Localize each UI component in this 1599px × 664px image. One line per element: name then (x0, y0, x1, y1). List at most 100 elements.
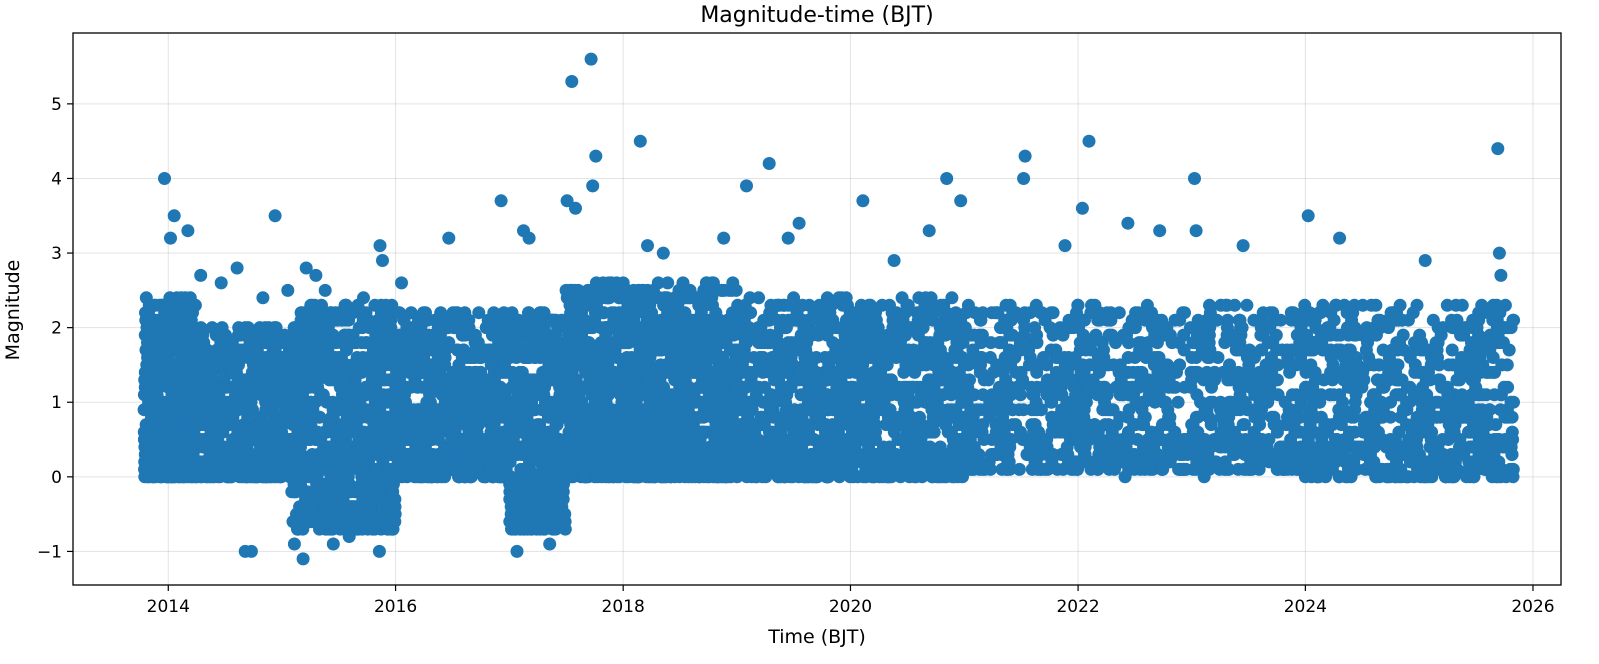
data-point (441, 321, 455, 335)
data-point (623, 373, 636, 387)
data-point (702, 291, 716, 305)
data-point (693, 410, 707, 424)
data-point (666, 455, 680, 469)
data-point (603, 403, 617, 417)
data-point (709, 306, 723, 320)
data-point (220, 448, 234, 461)
data-point (197, 440, 211, 454)
data-point (714, 440, 728, 454)
data-point (257, 448, 271, 461)
data-point (248, 343, 262, 357)
data-point (318, 358, 332, 372)
data-point (486, 470, 500, 484)
data-point (246, 388, 260, 402)
data-point (378, 343, 392, 357)
data-point (205, 321, 219, 335)
data-point (148, 425, 162, 439)
data-point (509, 492, 523, 506)
data-point (243, 470, 257, 484)
data-point (520, 336, 534, 350)
data-point (675, 410, 689, 424)
data-point (686, 358, 700, 372)
data-point (573, 455, 587, 469)
data-point (538, 403, 552, 417)
data-point (315, 448, 328, 461)
data-point (569, 373, 583, 387)
data-point (541, 365, 555, 379)
data-point (286, 418, 300, 432)
data-point (338, 306, 352, 320)
data-point (632, 418, 646, 432)
data-point (516, 515, 530, 529)
data-point (261, 351, 274, 364)
data-point (205, 418, 219, 432)
data-point (695, 425, 709, 439)
data-point (663, 395, 677, 409)
data-point (210, 440, 224, 454)
data-point (151, 395, 165, 409)
data-point (463, 351, 477, 364)
data-point (752, 291, 766, 305)
data-point (379, 298, 393, 312)
data-point (691, 448, 705, 461)
data-point (342, 403, 356, 417)
data-point (682, 291, 696, 305)
data-point (688, 321, 702, 335)
data-point (602, 276, 616, 290)
data-point (488, 388, 502, 402)
data-point (255, 365, 269, 379)
data-point (172, 470, 186, 484)
data-point (530, 418, 544, 432)
data-point (345, 336, 359, 350)
data-point (518, 448, 532, 461)
data-point (588, 403, 602, 417)
data-point (227, 351, 241, 364)
data-point (196, 455, 210, 469)
data-point (447, 365, 461, 379)
data-point (555, 500, 569, 514)
data-point (726, 276, 740, 290)
data-point (356, 462, 369, 476)
data-point (697, 470, 711, 484)
data-point (294, 306, 308, 320)
data-point (711, 328, 725, 342)
data-point (479, 321, 493, 335)
data-point (404, 380, 418, 394)
data-point (350, 358, 364, 372)
data-point (243, 455, 257, 469)
data-point (534, 306, 548, 320)
data-point (233, 328, 247, 342)
data-point (413, 470, 427, 484)
data-point (213, 462, 227, 476)
data-point (407, 455, 421, 469)
data-point (620, 351, 634, 364)
data-point (379, 358, 393, 372)
data-point (676, 336, 690, 350)
data-point (589, 276, 603, 290)
data-point (268, 455, 282, 469)
data-point (705, 410, 719, 424)
data-point (654, 313, 668, 327)
data-point (563, 433, 577, 446)
data-point (362, 313, 375, 327)
data-point (427, 373, 441, 387)
data-point (401, 418, 415, 432)
data-point (555, 485, 569, 499)
data-point (189, 418, 203, 432)
data-point (175, 365, 189, 379)
data-point (606, 380, 620, 394)
data-point (227, 418, 241, 432)
data-point (504, 448, 518, 461)
data-point (478, 343, 492, 357)
data-point (326, 403, 340, 417)
data-point (716, 380, 730, 394)
data-point (436, 388, 450, 402)
data-point (438, 351, 452, 364)
data-point (304, 515, 318, 529)
data-point (945, 291, 959, 305)
data-point (160, 351, 174, 364)
data-point (393, 373, 406, 387)
data-point (667, 306, 681, 320)
data-point (316, 388, 330, 402)
data-point (484, 373, 498, 387)
